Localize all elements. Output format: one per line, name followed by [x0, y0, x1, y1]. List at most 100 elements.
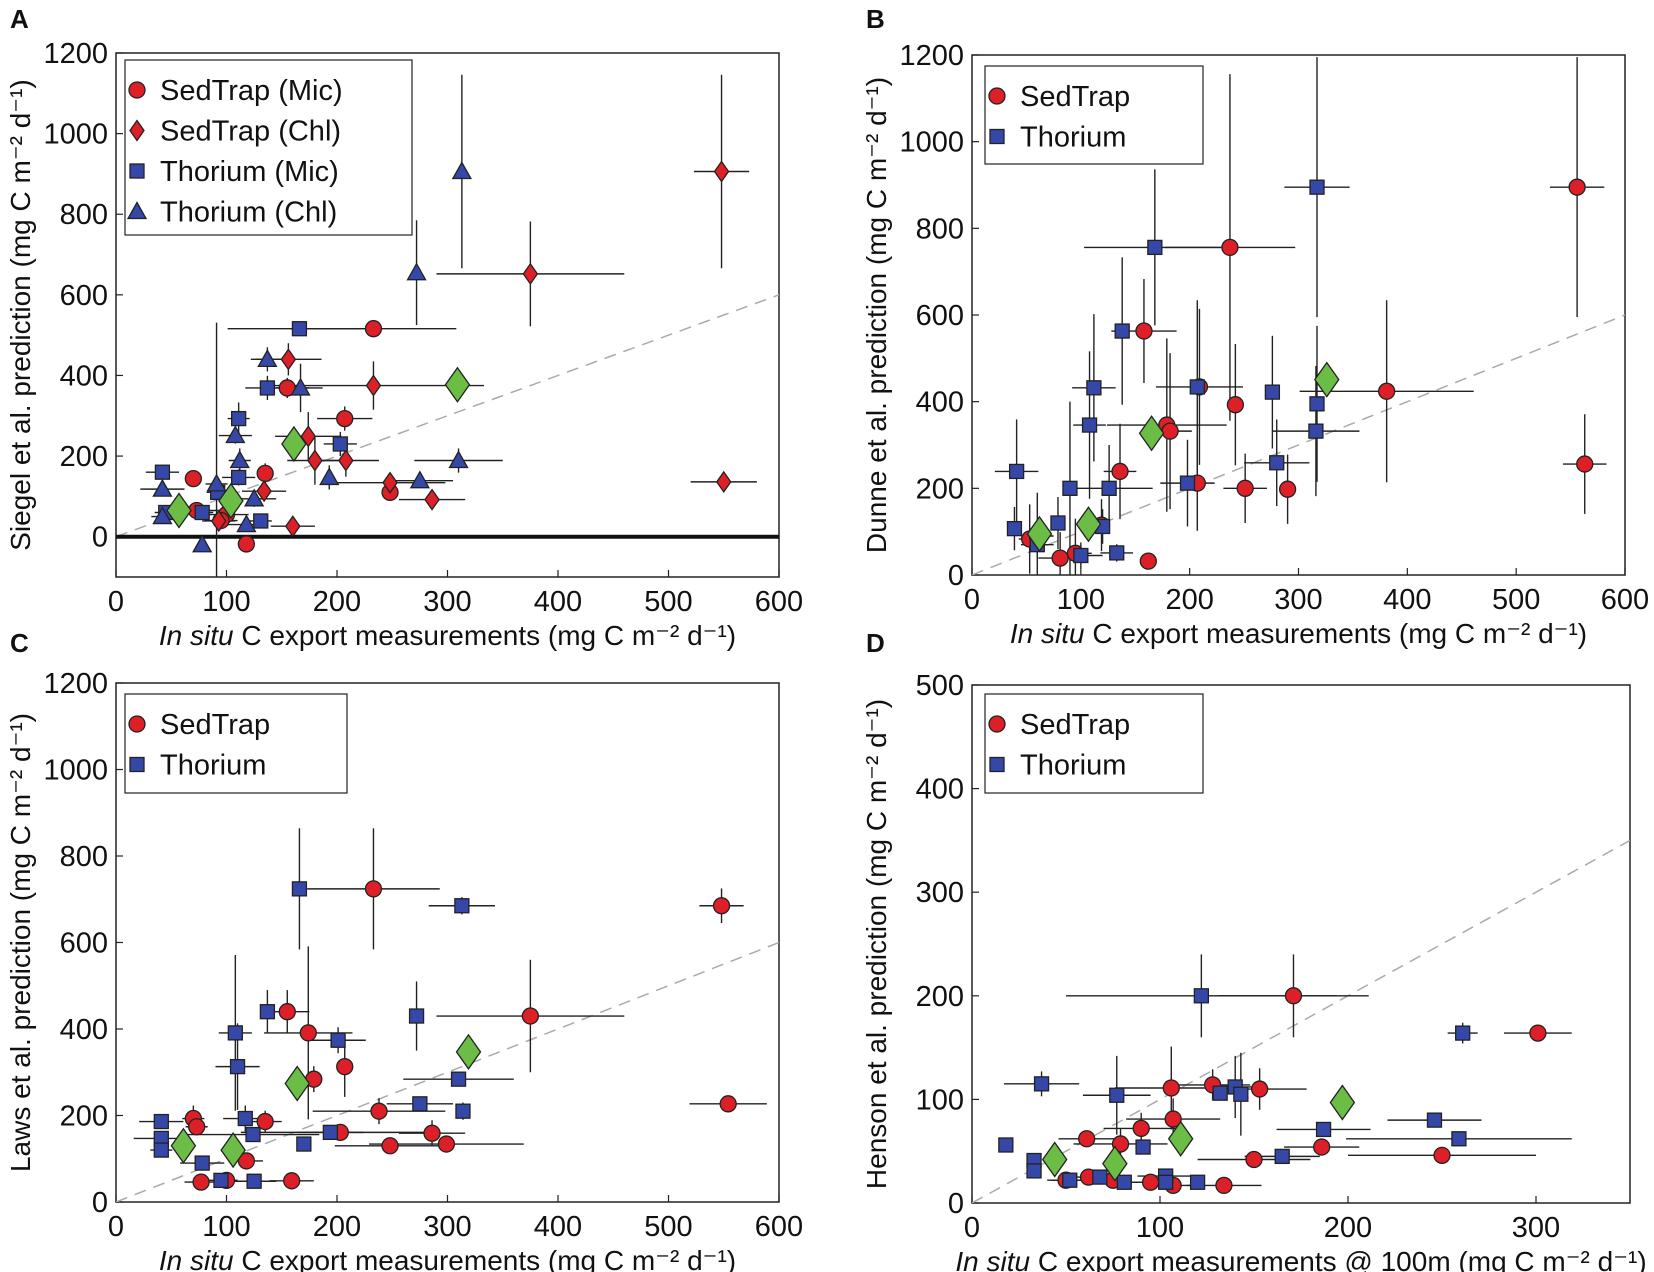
data-point-thorium — [1026, 1163, 1042, 1179]
x-tick-label: 600 — [755, 586, 803, 618]
y-tick-label: 400 — [916, 774, 964, 806]
data-point-sedtrap-mic — [364, 320, 383, 338]
data-point-mean — [455, 1033, 482, 1071]
y-tick-label: 200 — [60, 441, 108, 473]
y-tick-label: 1200 — [43, 38, 108, 70]
x-tick-label: 300 — [423, 586, 471, 618]
x-tick-label: 100 — [202, 1211, 250, 1243]
data-point-thorium — [1274, 1148, 1290, 1165]
y-tick-label: 1200 — [899, 40, 964, 72]
panel-label: A — [10, 4, 29, 34]
data-point-thorium — [1193, 988, 1210, 1004]
data-point-thorium — [1062, 1172, 1078, 1188]
data-point-sedtrap — [1161, 422, 1179, 440]
data-point-thorium — [1008, 463, 1025, 480]
data-point-sedtrap — [188, 1118, 206, 1136]
data-point-sedtrap-chl — [424, 488, 440, 511]
data-point-thorium — [1062, 480, 1078, 496]
data-point-sedtrap — [299, 1024, 317, 1042]
y-tick-label: 200 — [916, 981, 964, 1013]
one-to-one-line — [972, 314, 1625, 575]
y-tick-label: 0 — [948, 560, 964, 592]
data-point-mean — [1329, 1084, 1356, 1121]
data-point-thorium-mic — [154, 464, 171, 480]
data-point-thorium — [998, 1137, 1014, 1153]
data-point-thorium-mic — [291, 321, 308, 337]
x-axis-label: In situ C export measurements @ 100m (mg… — [955, 1246, 1646, 1272]
x-tick-label: 600 — [755, 1211, 803, 1243]
data-point-sedtrap — [1078, 1130, 1096, 1148]
data-point-sedtrap — [1378, 382, 1396, 400]
x-axis-label: In situ C export measurements (mg C m⁻² … — [159, 1245, 736, 1272]
data-point-thorium-mic — [231, 469, 247, 486]
data-point-thorium — [1109, 1087, 1125, 1103]
x-tick-label: 500 — [644, 1211, 692, 1243]
data-point-thorium — [1006, 520, 1023, 537]
data-point-mean — [218, 482, 244, 519]
data-point-mean — [1138, 415, 1165, 452]
plot-area — [116, 74, 779, 577]
y-tick-label: 600 — [916, 300, 964, 332]
x-tick-label: 400 — [534, 586, 582, 618]
one-to-one-line — [116, 294, 779, 538]
data-point-sedtrap-mic — [184, 469, 203, 488]
y-tick-label: 500 — [916, 670, 964, 702]
data-point-sedtrap — [1568, 178, 1586, 196]
data-point-mean — [170, 1127, 197, 1164]
data-point-thorium — [1179, 475, 1196, 491]
data-point-thorium — [213, 1172, 229, 1189]
data-point-thorium-chl — [244, 488, 265, 507]
data-point-thorium — [1157, 1174, 1174, 1190]
y-tick-label: 1000 — [43, 119, 108, 151]
data-point-thorium — [296, 1136, 312, 1152]
data-point-sedtrap — [192, 1173, 210, 1191]
y-tick-label: 800 — [916, 213, 964, 245]
data-point-sedtrap — [1576, 455, 1594, 473]
data-point-sedtrap — [283, 1172, 301, 1190]
y-tick-label: 100 — [916, 1084, 964, 1116]
legend: SedTrap Thorium — [984, 693, 1204, 794]
data-point-thorium — [1315, 1121, 1332, 1138]
x-tick-label: 100 — [1057, 584, 1105, 616]
y-tick-label: 400 — [60, 360, 108, 392]
data-point-thorium — [1309, 179, 1325, 195]
data-point-thorium — [1189, 379, 1205, 395]
data-point-thorium — [1212, 1085, 1228, 1101]
y-tick-label: 400 — [60, 1014, 108, 1046]
x-tick-label: 100 — [1136, 1212, 1184, 1244]
data-point-sedtrap — [1132, 1119, 1150, 1138]
legend-marker-circle-icon — [988, 87, 1006, 105]
x-tick-label: 500 — [1492, 584, 1540, 616]
panel-a: A 0 100 200 300 400 500 600 0 200 400 600 800 1000 120… — [5, 4, 803, 651]
legend-marker-square-icon — [989, 756, 1005, 773]
data-point-sedtrap — [1139, 552, 1157, 570]
legend: SedTrap Thorium — [984, 65, 1204, 165]
data-point-thorium-chl — [225, 425, 246, 444]
data-point-thorium — [1086, 380, 1102, 396]
panel-label: C — [10, 628, 29, 658]
data-point-mean — [1167, 1120, 1194, 1157]
data-point-thorium-chl — [206, 473, 227, 492]
panel-c: C 0 100 200 300 400 500 600 0 200 400 600 800 1000 120… — [5, 628, 803, 1272]
data-point-sedtrap — [1433, 1146, 1451, 1164]
y-tick-label: 1200 — [43, 668, 108, 700]
data-point-sedtrap — [364, 880, 383, 898]
legend-marker-circle-icon — [128, 81, 146, 99]
data-point-sedtrap — [278, 1003, 296, 1021]
legend-label: SedTrap (Mic) — [160, 75, 343, 107]
data-point-thorium-chl — [406, 262, 427, 281]
x-axis-label: In situ C export measurements (mg C m⁻² … — [159, 620, 736, 651]
plot-area — [116, 828, 779, 1202]
data-point-thorium — [330, 1032, 346, 1048]
legend-marker-square-icon — [129, 163, 145, 179]
legend-box — [124, 693, 348, 794]
data-point-thorium — [237, 1110, 253, 1127]
x-tick-label: 300 — [1512, 1212, 1560, 1244]
data-point-thorium — [1189, 1174, 1206, 1190]
data-point-thorium — [194, 1155, 210, 1171]
data-point-sedtrap-chl — [210, 509, 227, 533]
y-tick-label: 0 — [948, 1188, 964, 1220]
data-point-thorium-chl — [152, 478, 173, 497]
data-point-thorium-chl — [192, 534, 213, 553]
x-tick-label: 300 — [423, 1211, 471, 1243]
